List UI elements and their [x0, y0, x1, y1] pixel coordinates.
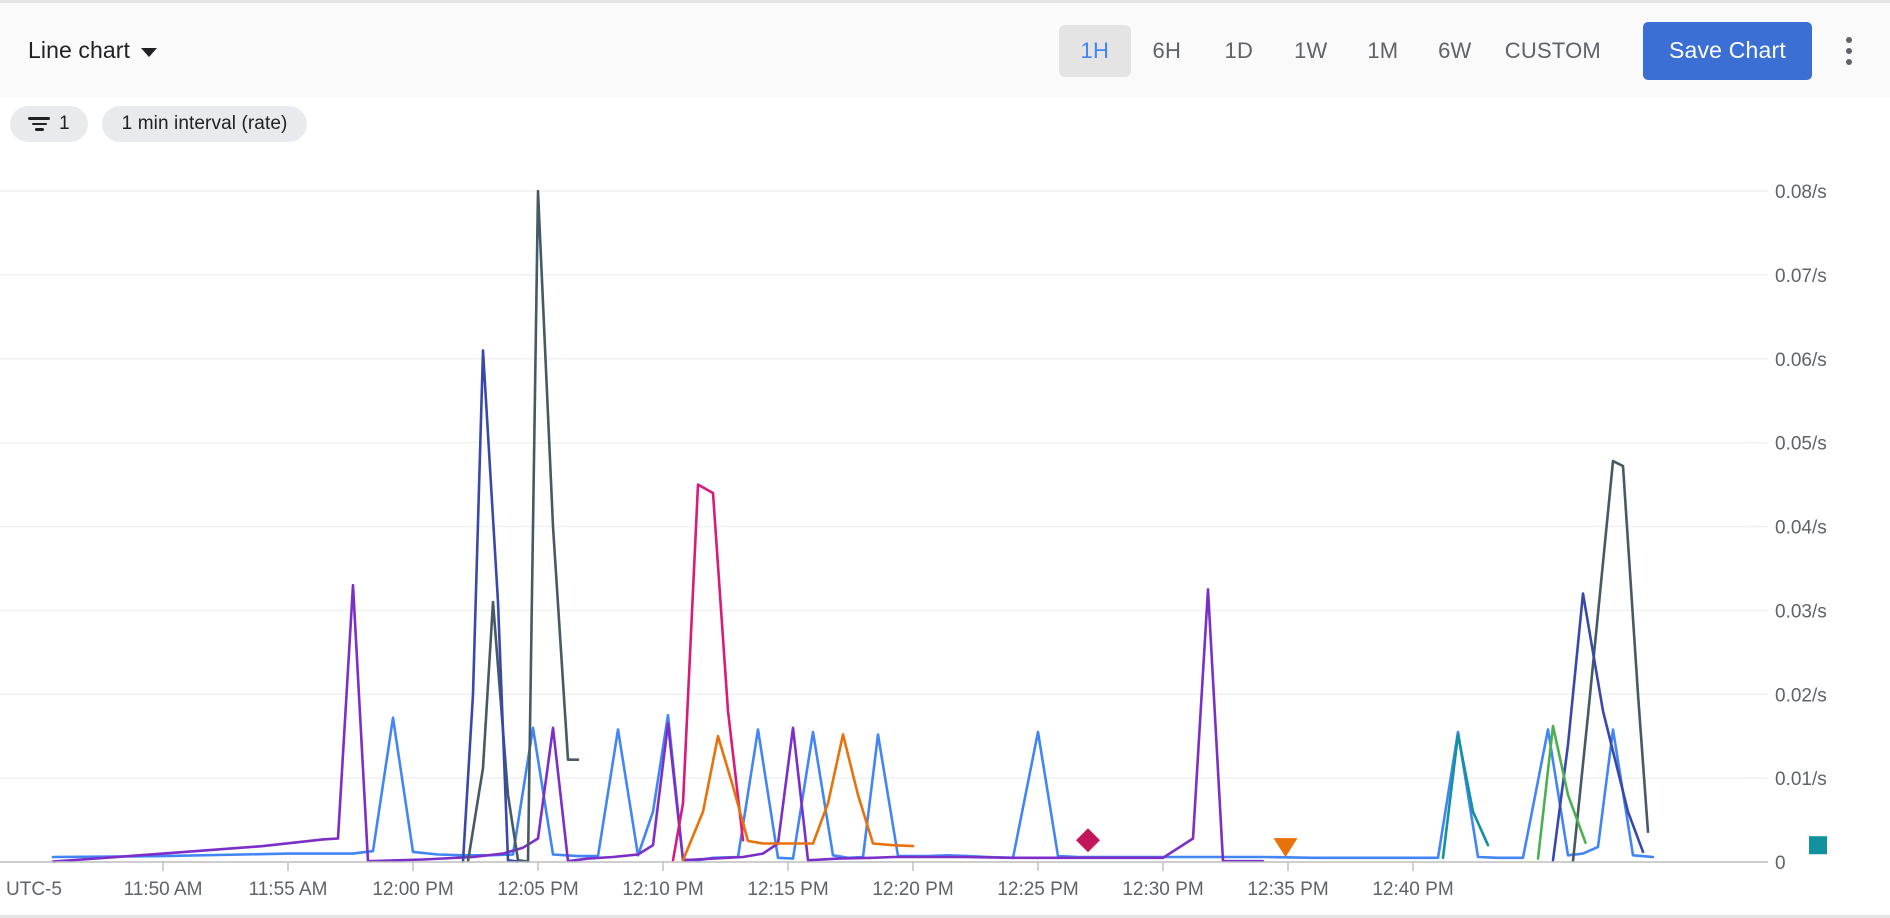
y-axis-ticks: 0 0.01/s 0.02/s 0.03/s 0.04/s 0.05/s 0.06/s 0.0… — [1775, 182, 1827, 874]
filter-chip[interactable]: 1 — [10, 106, 88, 142]
range-button-1d[interactable]: 1D — [1203, 25, 1275, 77]
kebab-dot — [1846, 47, 1852, 54]
series-line — [671, 483, 745, 862]
interval-chip[interactable]: 1 min interval (rate) — [101, 106, 308, 142]
range-button-6h[interactable]: 6H — [1131, 25, 1203, 77]
range-button-1w[interactable]: 1W — [1275, 25, 1347, 77]
series-line — [1551, 592, 1645, 862]
chart-toolbar: Line chart 1H 6H 1D 1W 1M 6W CUSTOM Save… — [0, 0, 1890, 98]
kebab-dot — [1846, 36, 1852, 43]
x-axis-tick-label: 12:15 PM — [747, 879, 828, 900]
y-axis-tick-label: 0.04/s — [1775, 518, 1827, 539]
save-chart-button[interactable]: Save Chart — [1642, 21, 1812, 80]
filter-chips-row: 1 1 min interval (rate) — [0, 98, 1890, 150]
x-axis-tick-label: 12:10 PM — [622, 879, 703, 900]
series-line — [681, 733, 915, 862]
y-axis-tick-label: 0.02/s — [1775, 685, 1827, 706]
range-button-1m[interactable]: 1M — [1347, 25, 1419, 77]
y-axis-tick-label: 0.08/s — [1775, 182, 1827, 203]
series-line — [1571, 459, 1650, 863]
filter-icon — [28, 117, 50, 131]
y-axis-tick-label: 0 — [1775, 853, 1786, 874]
magenta-diamond-marker — [1076, 828, 1100, 853]
y-axis-tick-label: 0.03/s — [1775, 601, 1827, 622]
timezone-label: UTC-5 — [6, 879, 62, 900]
kebab-menu-icon[interactable] — [1826, 22, 1872, 80]
range-button-custom[interactable]: CUSTOM — [1491, 25, 1615, 77]
x-axis-tick-label: 12:35 PM — [1247, 879, 1328, 900]
chevron-down-icon — [141, 48, 158, 57]
x-axis-tick-label: 12:20 PM — [872, 879, 953, 900]
filter-chip-label: 1 — [59, 113, 70, 134]
y-axis-tick-label: 0.07/s — [1775, 266, 1827, 287]
y-axis-tick-label: 0.01/s — [1775, 769, 1827, 790]
chart-plot-area[interactable]: 0 0.01/s 0.02/s 0.03/s 0.04/s 0.05/s 0.06/s 0.0… — [0, 150, 1890, 918]
y-axis-tick-label: 0.06/s — [1775, 350, 1827, 371]
x-axis-tick-label: 12:40 PM — [1372, 879, 1453, 900]
series-markers — [1076, 828, 1827, 858]
kebab-dot — [1846, 58, 1852, 65]
teal-square-marker — [1809, 836, 1827, 855]
x-axis-tick-label: 11:50 AM — [124, 879, 203, 900]
chart-type-label: Line chart — [28, 37, 131, 63]
axes — [0, 861, 1768, 871]
series-line — [461, 349, 520, 863]
interval-chip-label: 1 min interval (rate) — [121, 113, 288, 134]
x-axis-tick-label: 12:00 PM — [372, 879, 453, 900]
bottom-divider — [0, 915, 1890, 918]
x-axis-tick-label: 11:55 AM — [249, 879, 328, 900]
x-axis-tick-label: 12:05 PM — [497, 879, 578, 900]
series-line — [1536, 724, 1587, 860]
chart-type-dropdown[interactable]: Line chart — [28, 37, 158, 64]
x-axis-tick-label: 12:25 PM — [997, 879, 1078, 900]
series-line — [51, 583, 1265, 863]
range-button-6w[interactable]: 6W — [1419, 25, 1491, 77]
orange-down-triangle-marker — [1273, 838, 1298, 858]
series-line — [51, 713, 1655, 862]
x-axis-tick-label: 12:30 PM — [1122, 879, 1203, 900]
time-range-selector: 1H 6H 1D 1W 1M 6W CUSTOM — [1058, 24, 1615, 77]
y-axis-tick-label: 0.05/s — [1775, 434, 1827, 455]
series-line — [1441, 733, 1490, 860]
series-line — [466, 189, 580, 863]
series-lines — [51, 189, 1655, 863]
x-axis-ticks: 11:50 AM 11:55 AM 12:00 PM 12:05 PM 12:10 PM… — [6, 879, 1454, 900]
line-chart-svg[interactable]: 0 0.01/s 0.02/s 0.03/s 0.04/s 0.05/s 0.06/s 0.0… — [0, 150, 1890, 918]
gridlines — [0, 190, 1768, 779]
range-button-1h[interactable]: 1H — [1058, 24, 1131, 77]
